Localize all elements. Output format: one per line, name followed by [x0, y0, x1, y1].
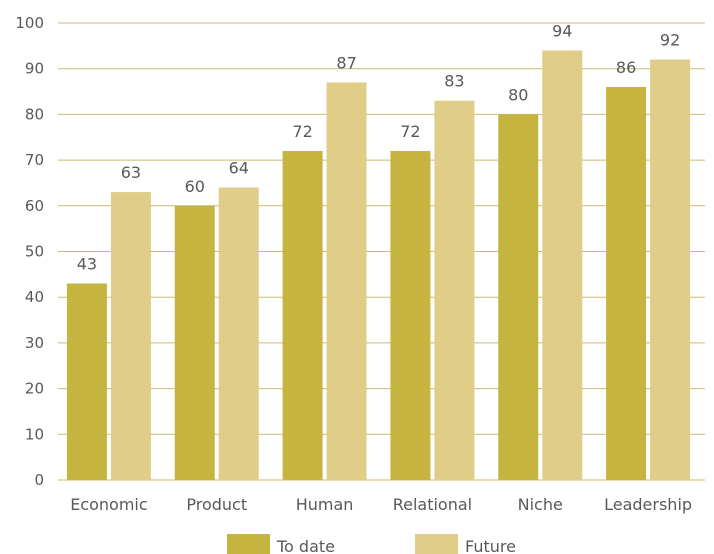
y-tick-label-90: 90	[25, 60, 44, 78]
bar-relational-future	[434, 100, 475, 480]
x-tick-label-human: Human	[296, 495, 354, 514]
y-tick-label-80: 80	[25, 105, 44, 123]
legend-label-to-date: To date	[276, 537, 335, 554]
y-tick-label-40: 40	[25, 288, 44, 306]
y-tick-label-20: 20	[25, 380, 44, 398]
data-label-economic-future: 63	[121, 163, 141, 182]
x-tick-label-product: Product	[186, 495, 247, 514]
y-axis: 0 10 20 30 40 50 60 70 80 90 100	[15, 14, 44, 489]
data-labels: 43 63 60 64 72 87 72 83 80 94 86 92	[77, 21, 681, 273]
data-label-leadership-to-date: 86	[616, 58, 636, 77]
y-tick-label-60: 60	[25, 197, 44, 215]
data-label-human-to-date: 72	[292, 122, 312, 141]
data-label-relational-to-date: 72	[400, 122, 420, 141]
y-tick-label-70: 70	[25, 151, 44, 169]
gridlines	[58, 22, 705, 481]
bar-leadership-future	[650, 59, 691, 481]
x-tick-label-niche: Niche	[518, 495, 563, 514]
bar-niche-future	[542, 50, 583, 481]
x-tick-label-economic: Economic	[70, 495, 147, 514]
data-label-leadership-future: 92	[660, 31, 680, 50]
y-tick-label-30: 30	[25, 334, 44, 352]
data-label-relational-future: 83	[444, 72, 464, 91]
data-label-economic-to-date: 43	[77, 254, 97, 273]
bar-economic-to-date	[66, 283, 107, 480]
bar-economic-future	[110, 192, 151, 480]
x-tick-label-relational: Relational	[393, 495, 472, 514]
data-label-product-to-date: 60	[185, 177, 205, 196]
bar-human-future	[326, 82, 367, 480]
y-tick-label-100: 100	[15, 14, 44, 32]
bar-leadership-to-date	[606, 86, 647, 480]
legend: To date Future	[227, 534, 516, 554]
data-label-product-future: 64	[229, 159, 249, 178]
bar-product-future	[218, 187, 259, 480]
data-label-niche-future: 94	[552, 21, 572, 40]
bar-product-to-date	[174, 205, 215, 481]
data-label-human-future: 87	[336, 53, 356, 72]
legend-swatch-future	[415, 534, 458, 554]
x-tick-label-leadership: Leadership	[604, 495, 692, 514]
y-tick-label-0: 0	[34, 471, 44, 489]
y-tick-label-10: 10	[25, 425, 44, 443]
bar-human-to-date	[282, 150, 323, 480]
data-label-niche-to-date: 80	[508, 85, 528, 104]
y-tick-label-50: 50	[25, 243, 44, 261]
legend-label-future: Future	[465, 537, 516, 554]
bar-relational-to-date	[390, 150, 431, 480]
legend-swatch-to-date	[227, 534, 270, 554]
bar-niche-to-date	[498, 114, 539, 481]
bars	[66, 50, 691, 481]
x-axis: Economic Product Human Relational Niche Leade…	[70, 495, 692, 514]
